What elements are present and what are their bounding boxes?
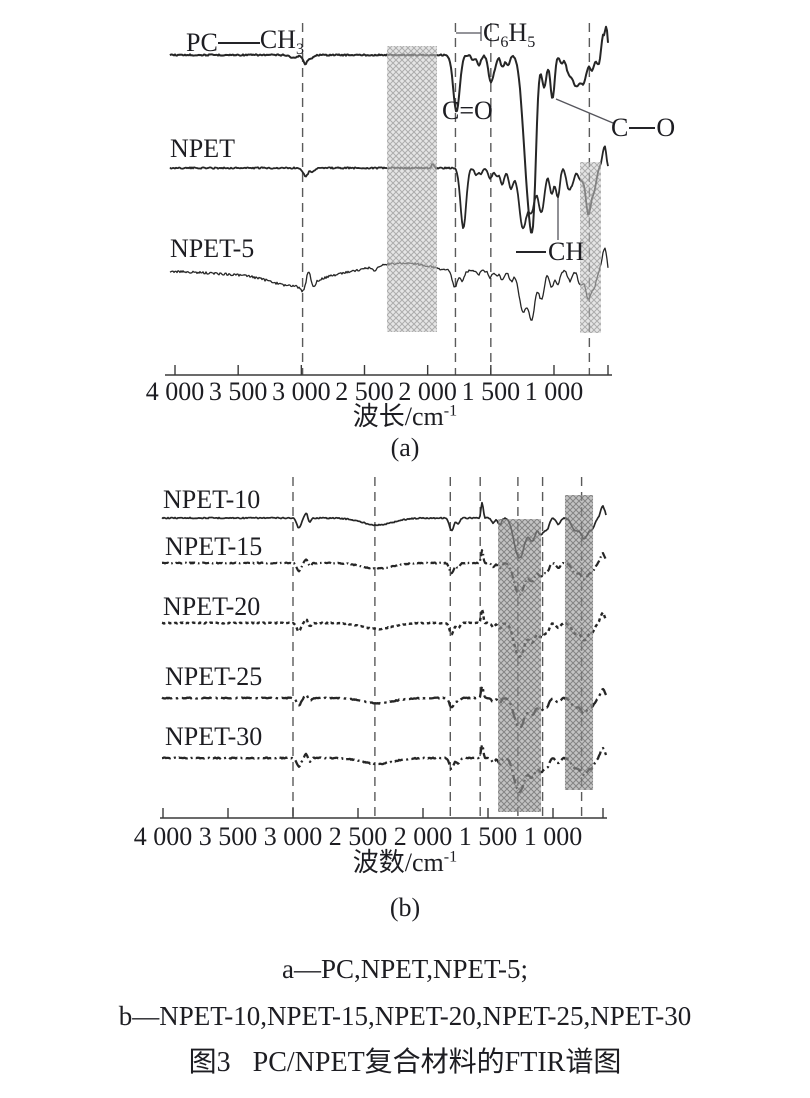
series-label-npet15: NPET-15: [165, 532, 263, 561]
axis-tick-label: 4 000: [145, 377, 205, 406]
highlight-band: [386, 46, 438, 332]
axis-tick-label: 2 000: [393, 822, 453, 851]
annotation-c6h5: C6H5: [483, 18, 536, 52]
pc-ch3-connector-line: [217, 41, 260, 44]
annotation-pointer-line: [555, 98, 614, 124]
series-label-npet5: NPET-5: [170, 234, 255, 263]
series-label-pc: PC CH3: [186, 26, 304, 59]
ch-dash-line: [516, 250, 546, 253]
panel-tag-b: (b): [389, 893, 421, 922]
figure-number: 图3: [188, 1047, 231, 1078]
axis-tick-label: 1 500: [461, 377, 521, 406]
figure-caption: 图3 PC/NPET复合材料的FTIR谱图: [0, 1048, 810, 1077]
axis-label-b: 波数/cm-1: [352, 848, 458, 877]
annotation-co-double: C=O: [442, 96, 493, 125]
axis-tick-label: 4 000: [133, 822, 193, 851]
series-label-npet: NPET: [170, 134, 235, 163]
axis-tick-label: 1 000: [523, 822, 583, 851]
axis-label-a: 波长/cm-1: [352, 402, 458, 431]
axis-tick-label: 2 000: [398, 377, 457, 406]
axis-tick-label: 3 500: [208, 377, 268, 406]
highlight-band: [498, 519, 542, 812]
figure-title: PC/NPET复合材料的FTIR谱图: [252, 1047, 622, 1078]
axis-tick-label: 3 000: [272, 377, 331, 406]
co-dash-line: [629, 126, 656, 129]
ch3-text: CH3: [259, 25, 304, 59]
axis-tick-label: 3 000: [263, 822, 323, 851]
caption-b-series: b—NPET-10,NPET-15,NPET-20,NPET-25,NPET-3…: [118, 1001, 692, 1031]
axis-tick-label: 2 500: [335, 377, 394, 406]
highlight-band: [580, 162, 601, 333]
series-label-npet10: NPET-10: [163, 485, 261, 514]
pc-text: PC: [186, 27, 218, 57]
series-label-npet25: NPET-25: [165, 662, 263, 691]
axis-tick-label: 3 500: [198, 822, 258, 851]
axis-tick-label: 1 500: [458, 822, 518, 851]
annotation-ch: CH: [516, 238, 584, 265]
axis-tick-label: 1 000: [524, 377, 584, 406]
panel-tag-a: (a): [390, 433, 420, 462]
caption-a-series: a—PC,NPET,NPET-5;: [281, 954, 529, 984]
highlight-band: [564, 495, 594, 790]
series-label-npet20: NPET-20: [163, 592, 261, 621]
axis-tick-label: 2 500: [328, 822, 388, 851]
series-label-npet30: NPET-30: [165, 722, 263, 751]
